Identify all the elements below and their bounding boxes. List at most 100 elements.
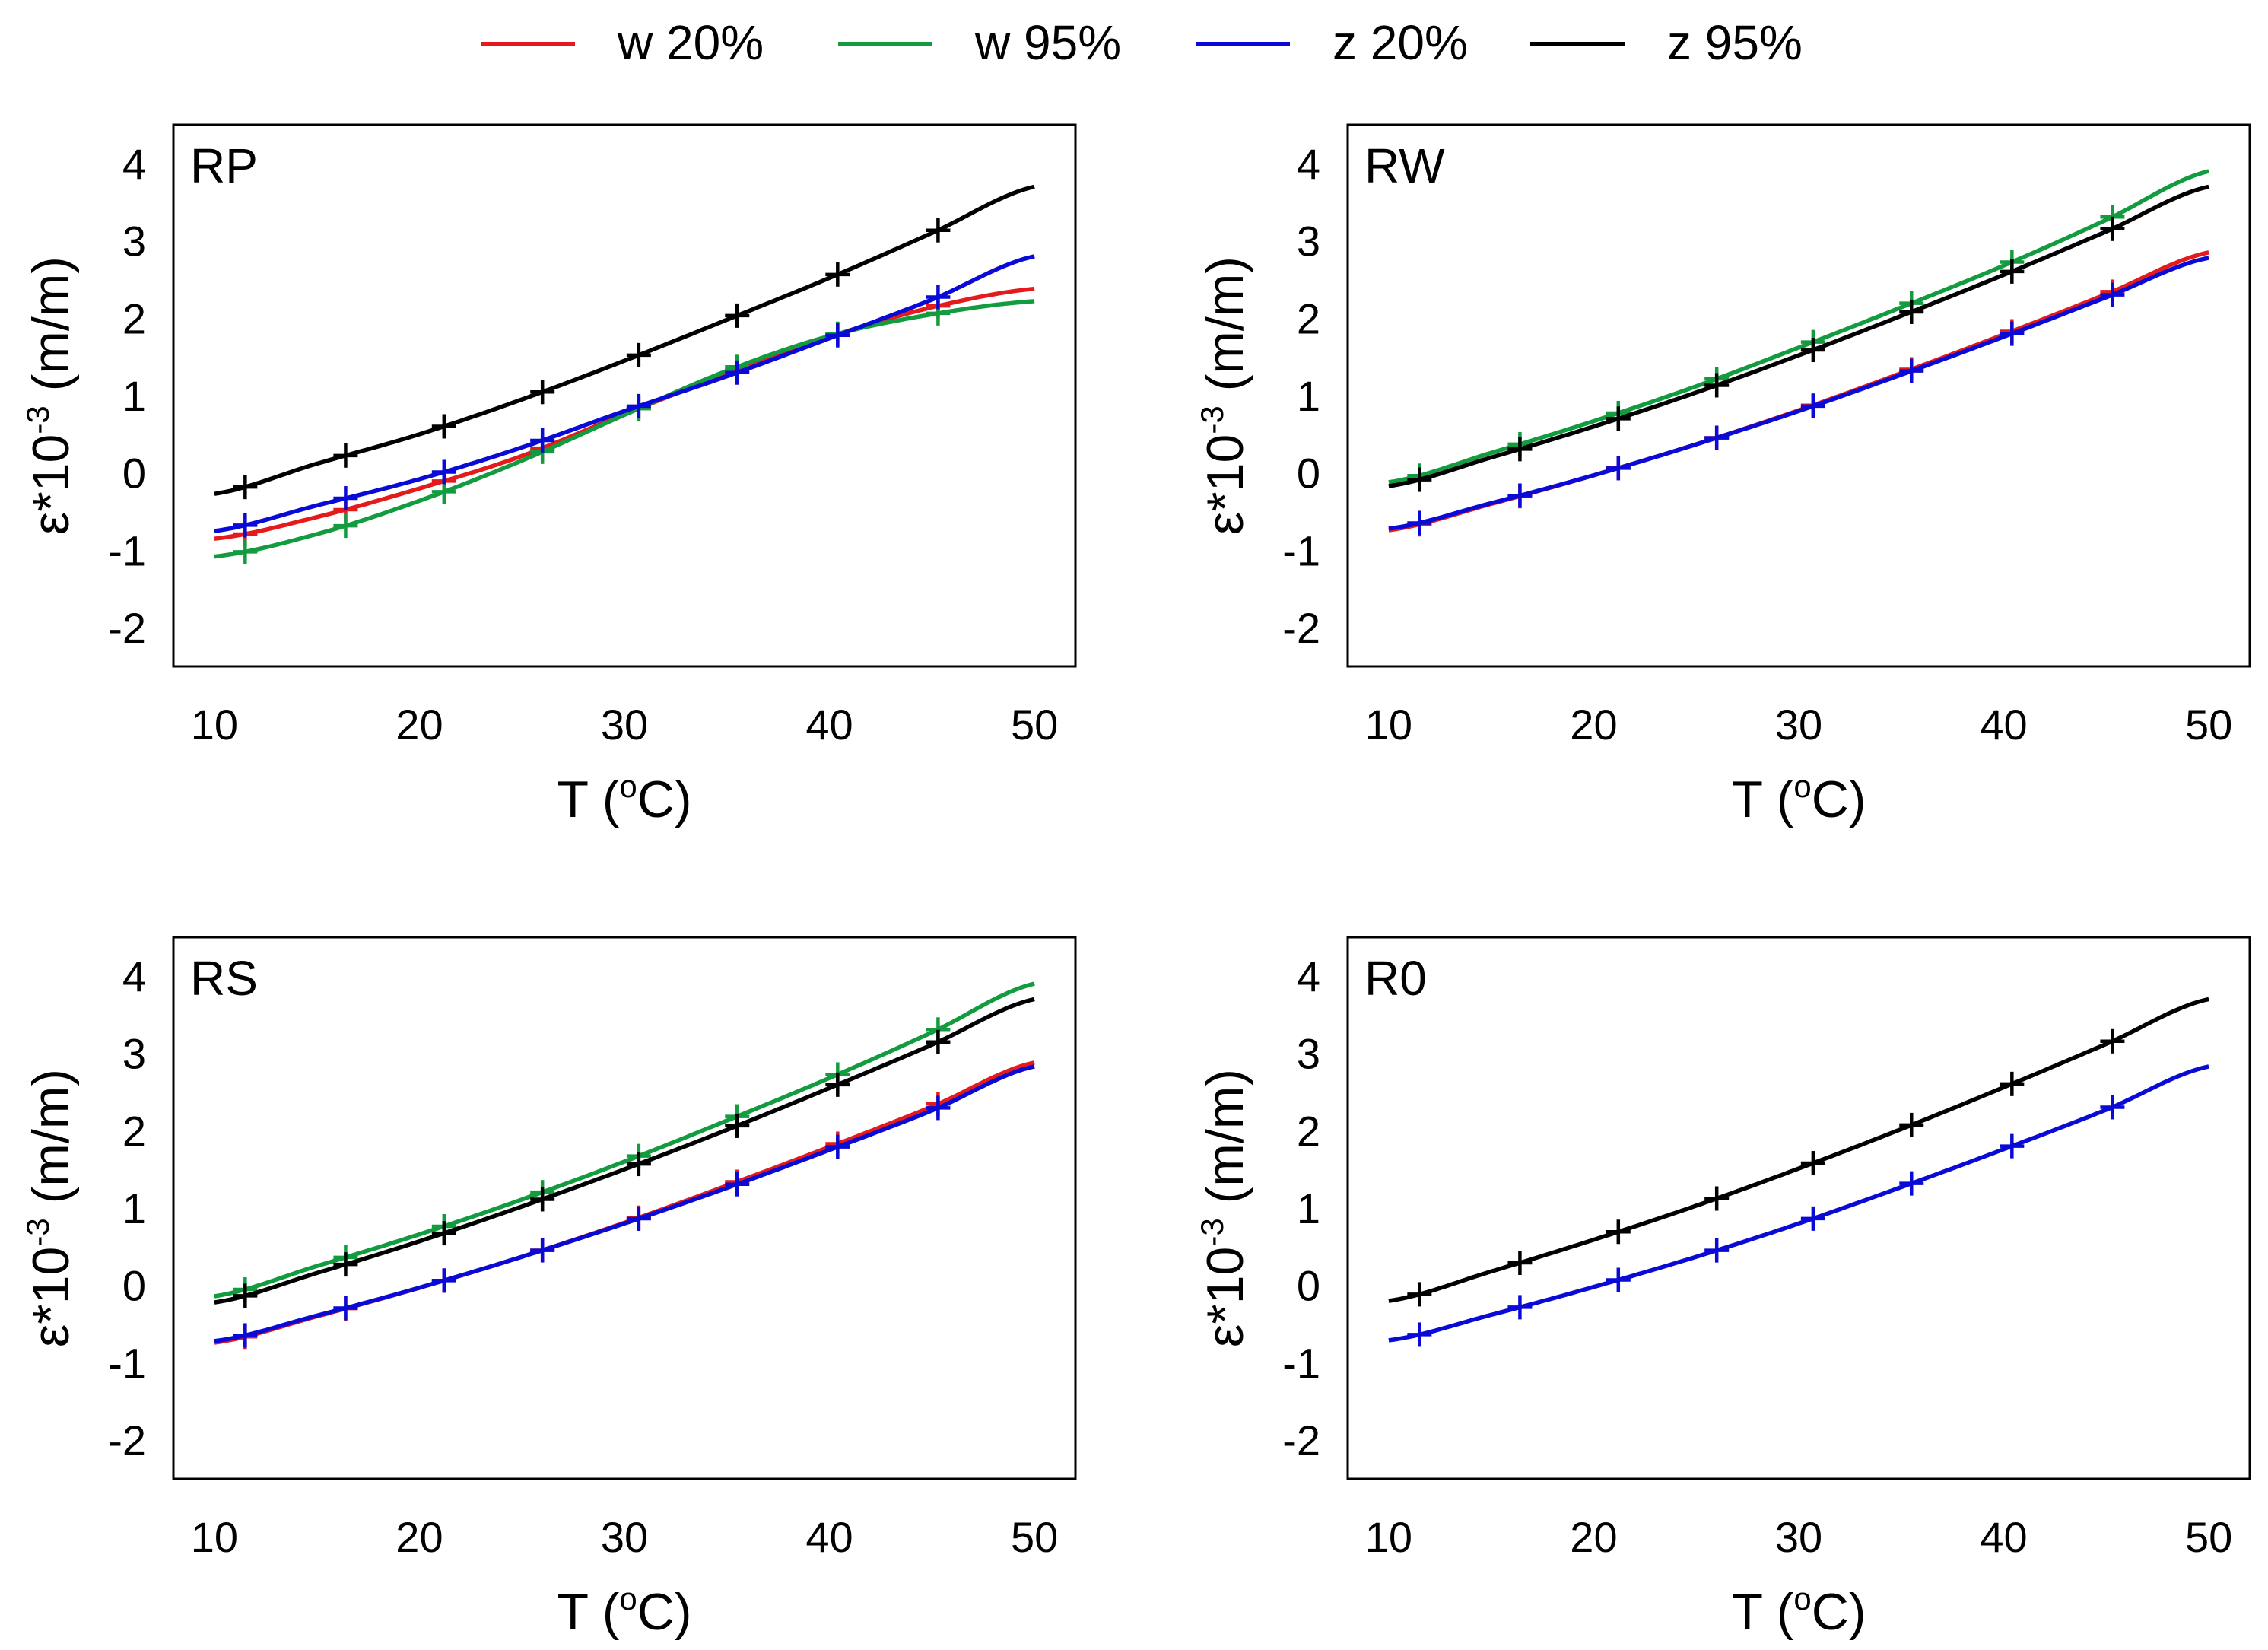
data-point-marker — [1704, 425, 1730, 450]
data-point-marker — [431, 459, 456, 485]
y-axis-label-sup: -3 — [20, 405, 56, 434]
legend-entry: z 20% — [1196, 15, 1468, 70]
legend-label: w 20% — [617, 15, 764, 70]
y-tick-label: -2 — [108, 604, 146, 652]
y-axis-label-sup: -3 — [20, 1218, 56, 1246]
y-tick-label: 1 — [1297, 372, 1320, 420]
y-tick-label: -1 — [108, 526, 146, 574]
data-point-marker — [1800, 338, 1825, 363]
x-axis-label-sup: o — [1793, 768, 1811, 804]
data-point-marker — [926, 1029, 951, 1054]
x-axis-label-sup: o — [1793, 1581, 1811, 1617]
data-point-marker — [1507, 483, 1533, 508]
series-group — [1388, 169, 2209, 537]
y-tick-label: 2 — [122, 294, 146, 342]
y-axis-label-main: ε*10 — [22, 434, 80, 535]
x-axis-label: T (oC) — [557, 1581, 692, 1641]
x-tick-label: 20 — [395, 1513, 443, 1561]
data-point-marker — [1606, 456, 1631, 481]
x-axis-label-main: T ( — [557, 771, 620, 828]
x-axis-label: T (oC) — [1732, 768, 1866, 828]
series-line-z-20 — [214, 254, 1035, 533]
data-point-marker — [530, 1238, 555, 1263]
series-line-w-95 — [214, 981, 1035, 1299]
chart-panel-rw: RW -2 -1 0 1 2 3 4 10 20 30 40 50 T (oC) ε*10-3 (m/m) — [1194, 123, 2251, 828]
y-tick-label: 0 — [1297, 450, 1320, 498]
x-tick-label: 50 — [2185, 701, 2232, 749]
y-tick-label: -1 — [108, 1339, 146, 1387]
x-tick-label: 40 — [805, 701, 853, 749]
x-tick-label: 10 — [1365, 1513, 1412, 1561]
data-point-marker — [1704, 1238, 1730, 1263]
x-axis-label-main: T ( — [557, 1583, 620, 1641]
data-point-marker — [333, 443, 358, 468]
y-tick-label: -2 — [1282, 1416, 1320, 1464]
chart-panel-rs: RS -2 -1 0 1 2 3 4 10 20 30 40 50 T (oC) ε*10-3 (m/m) — [20, 936, 1077, 1641]
data-point-marker — [1507, 1295, 1533, 1320]
series-line-w-95 — [1388, 169, 2209, 485]
data-point-marker — [431, 1221, 456, 1246]
y-tick-label: 1 — [122, 372, 146, 420]
legend-label: z 20% — [1333, 15, 1468, 70]
data-point-marker — [2000, 259, 2025, 284]
legend-entry: w 20% — [481, 15, 764, 70]
chart-panel-r0: R0 -2 -1 0 1 2 3 4 10 20 30 40 50 T (oC) ε*10-3 (m/m) — [1194, 936, 2251, 1641]
y-tick-label: 1 — [122, 1184, 146, 1232]
y-tick-label: 0 — [122, 450, 146, 498]
data-point-marker — [1407, 510, 1432, 536]
data-point-marker — [1899, 1112, 1924, 1137]
y-tick-label: -1 — [1282, 1339, 1320, 1387]
y-tick-label: -2 — [1282, 604, 1320, 652]
data-point-marker — [431, 1268, 456, 1293]
data-point-marker — [1507, 437, 1533, 462]
y-axis-label-sup: -3 — [1194, 1218, 1230, 1246]
y-tick-label: 4 — [1297, 952, 1320, 1000]
x-tick-label: 20 — [395, 701, 443, 749]
x-tick-label: 40 — [805, 1513, 853, 1561]
data-point-marker — [626, 393, 651, 418]
data-point-marker — [1899, 358, 1924, 383]
x-tick-label: 40 — [1980, 701, 2027, 749]
plot-frame — [172, 936, 1077, 1480]
series-line-z-20 — [214, 1064, 1035, 1343]
plot-frame — [1346, 936, 2251, 1480]
x-axis-label: T (oC) — [1732, 1581, 1866, 1641]
data-point-marker — [825, 1134, 850, 1159]
y-tick-label: 3 — [1297, 1030, 1320, 1078]
data-point-marker — [2000, 321, 2025, 346]
series-line-w-20 — [1388, 250, 2209, 533]
data-point-marker — [1407, 467, 1432, 492]
y-tick-label: 4 — [1297, 140, 1320, 188]
y-axis-label-sup: -3 — [1194, 405, 1230, 434]
y-axis-label-main: ε*10 — [1196, 434, 1254, 535]
y-tick-label: 1 — [1297, 1184, 1320, 1232]
x-axis-label-end: C) — [1812, 771, 1866, 828]
x-tick-label: 30 — [1775, 701, 1822, 749]
data-point-marker — [333, 513, 358, 539]
data-point-marker — [233, 1323, 258, 1348]
data-point-marker — [333, 1252, 358, 1277]
data-point-marker — [725, 1113, 750, 1138]
x-axis-label-sup: o — [619, 768, 637, 804]
x-tick-label: 20 — [1570, 1513, 1617, 1561]
y-axis-label-end: (m/m) — [22, 256, 80, 405]
data-point-marker — [926, 218, 951, 243]
y-tick-label: 2 — [1297, 1107, 1320, 1155]
y-tick-label: 4 — [122, 952, 146, 1000]
y-axis-label-end: (m/m) — [1196, 1069, 1254, 1218]
data-point-marker — [530, 380, 555, 405]
data-point-marker — [1704, 1186, 1730, 1211]
legend-entry: w 95% — [838, 15, 1121, 70]
y-axis-label: ε*10-3 (m/m) — [1194, 1069, 1254, 1347]
y-tick-label: 4 — [122, 140, 146, 188]
series-line-z-20 — [1388, 256, 2209, 531]
x-tick-label: 50 — [1011, 701, 1058, 749]
data-point-marker — [2000, 1071, 2025, 1096]
y-axis-label-end: (m/m) — [22, 1069, 80, 1218]
y-axis-label: ε*10-3 (m/m) — [20, 256, 80, 535]
y-tick-label: 0 — [1297, 1262, 1320, 1310]
data-point-marker — [2100, 1028, 2125, 1054]
series-group — [214, 184, 1035, 564]
